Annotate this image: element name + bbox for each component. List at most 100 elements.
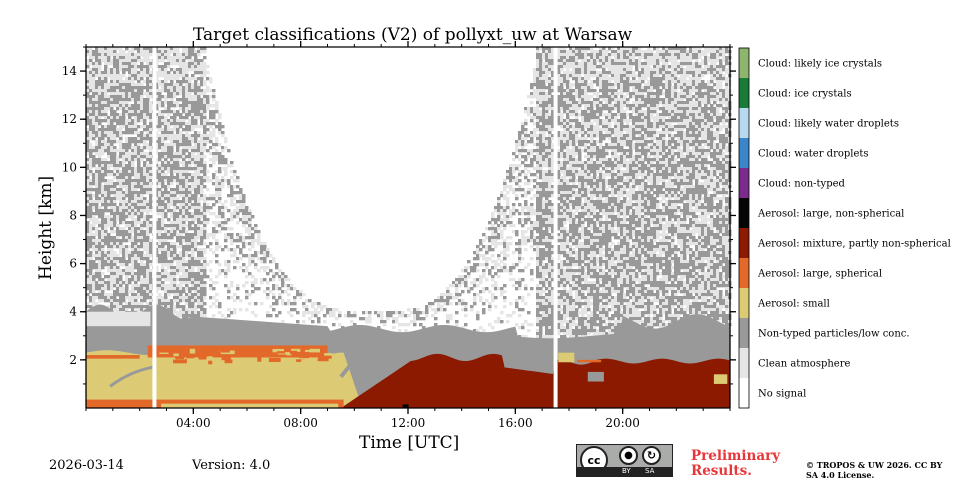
legend-swatch — [739, 78, 749, 108]
aerosol-fleck — [208, 359, 213, 365]
legend-swatch — [739, 228, 749, 258]
cc-license-badge: cc ● ↻ BY SA — [576, 444, 673, 477]
legend-swatch — [739, 168, 749, 198]
aerosol-fleck — [317, 358, 329, 362]
y-tick-label: 12 — [62, 112, 77, 126]
legend-label: Cloud: water droplets — [758, 149, 869, 160]
aerosol-large-spherical-patch — [86, 355, 140, 359]
aerosol-fleck — [262, 359, 272, 363]
legend-label: Aerosol: mixture, partly non-spherical — [757, 239, 951, 250]
aerosol-fleck — [221, 349, 230, 353]
aerosol-fleck — [275, 354, 287, 357]
legend-label: Non-typed particles/low conc. — [758, 329, 910, 340]
preliminary-results-note: Preliminary Results. — [691, 448, 781, 479]
aerosol-fleck — [289, 350, 298, 355]
aerosol-small-patch — [558, 352, 575, 363]
aerosol-fleck — [198, 356, 207, 360]
aerosol-fleck — [224, 359, 233, 364]
aerosol-large-nonspherical-speck — [402, 404, 409, 408]
legend-label: Aerosol: large, non-spherical — [757, 209, 904, 220]
legend-swatch — [739, 348, 749, 378]
y-tick-label: 14 — [62, 64, 78, 78]
aerosol-fleck — [296, 359, 305, 362]
y-tick-label: 10 — [62, 160, 77, 174]
legend-label: Aerosol: small — [757, 299, 830, 310]
badge-sa-label: SA — [645, 467, 655, 475]
aerosol-fleck — [173, 353, 179, 357]
x-axis-label: Time [UTC] — [359, 433, 460, 453]
legend-label: Cloud: ice crystals — [758, 89, 852, 100]
aerosol-fleck — [243, 349, 250, 354]
legend-label: Aerosol: large, spherical — [757, 269, 882, 280]
copyright-note: © TROPOS & UW 2026. CC BY SA 4.0 License… — [806, 460, 943, 480]
aerosol-fleck — [318, 355, 332, 359]
plot-area — [86, 47, 732, 408]
aerosol-fleck — [221, 355, 231, 361]
aerosol-fleck — [291, 348, 301, 352]
data-gap — [152, 47, 157, 408]
version-label: Version: 4.0 — [192, 458, 271, 473]
aerosol-fleck — [186, 355, 195, 359]
y-tick-label: 4 — [69, 305, 77, 319]
aerosol-fleck — [277, 351, 286, 354]
noise-cells — [86, 47, 732, 339]
badge-strip — [577, 467, 672, 476]
aerosol-fleck — [299, 349, 312, 352]
nontyped-patch — [587, 371, 604, 382]
legend-frame — [738, 47, 750, 409]
x-tick-label: 12:00 — [391, 416, 426, 430]
aerosol-fleck — [249, 348, 255, 354]
aerosol-fleck — [324, 353, 333, 356]
share-alike-icon: ↻ — [642, 446, 661, 465]
aerosol-fleck — [157, 348, 170, 353]
legend-swatch — [739, 138, 749, 168]
x-tick-label: 20:00 — [605, 416, 640, 430]
aerosol-fleck — [175, 354, 185, 360]
legend-label: No signal — [758, 389, 806, 400]
surface-small-strip — [161, 403, 339, 408]
y-tick-label: 6 — [69, 257, 77, 271]
legend-label: Clean atmosphere — [758, 359, 851, 370]
aerosol-fleck — [249, 357, 264, 362]
legend-swatch — [739, 108, 749, 138]
legend-label: Cloud: likely ice crystals — [758, 59, 882, 70]
y-tick-label: 8 — [69, 208, 77, 222]
legend-swatch — [739, 198, 749, 228]
aerosol-fleck — [202, 354, 208, 358]
aerosol-fleck — [272, 348, 285, 353]
badge-by-label: BY — [622, 467, 631, 475]
legend-swatch — [739, 48, 749, 78]
chart-title: Target classifications (V2) of pollyxt_u… — [193, 25, 633, 45]
aerosol-fleck — [173, 358, 187, 364]
x-tick-label: 16:00 — [498, 416, 533, 430]
attribution-icon: ● — [619, 446, 638, 465]
aerosol-fleck — [189, 348, 196, 354]
nontyped-streak — [109, 365, 154, 388]
axes: 04:00 08:00 12:00 16:00 20:00 2 4 6 8 10 12 14 — [62, 41, 736, 430]
aerosol-fleck — [301, 359, 306, 365]
legend-label: Cloud: non-typed — [758, 179, 846, 190]
aerosol-fleck — [257, 357, 262, 362]
legend-swatch — [739, 318, 749, 348]
aerosol-fleck — [309, 348, 320, 353]
clean-band — [86, 311, 151, 327]
aerosol-fleck — [277, 352, 292, 356]
legend-label: Cloud: likely water droplets — [758, 119, 899, 130]
x-tick-label: 08:00 — [283, 416, 318, 430]
aerosol-fleck — [268, 357, 281, 363]
aerosol-fleck — [299, 354, 310, 359]
x-tick-label: 04:00 — [176, 416, 211, 430]
nontyped-streak — [339, 348, 364, 378]
aerosol-fleck — [207, 356, 213, 361]
data-gap — [553, 47, 558, 408]
legend-swatch — [739, 378, 749, 408]
y-tick-label: 2 — [69, 353, 77, 367]
legend-swatch — [739, 288, 749, 318]
y-axis-label: Height [km] — [36, 175, 56, 280]
aerosol-large-spherical-patch — [577, 359, 602, 363]
aerosol-mixture-layer — [340, 353, 730, 408]
date-label: 2026-03-14 — [49, 458, 124, 473]
legend-swatch — [739, 258, 749, 288]
legend-colorbar: Cloud: likely ice crystals Cloud: ice cry… — [738, 47, 951, 409]
